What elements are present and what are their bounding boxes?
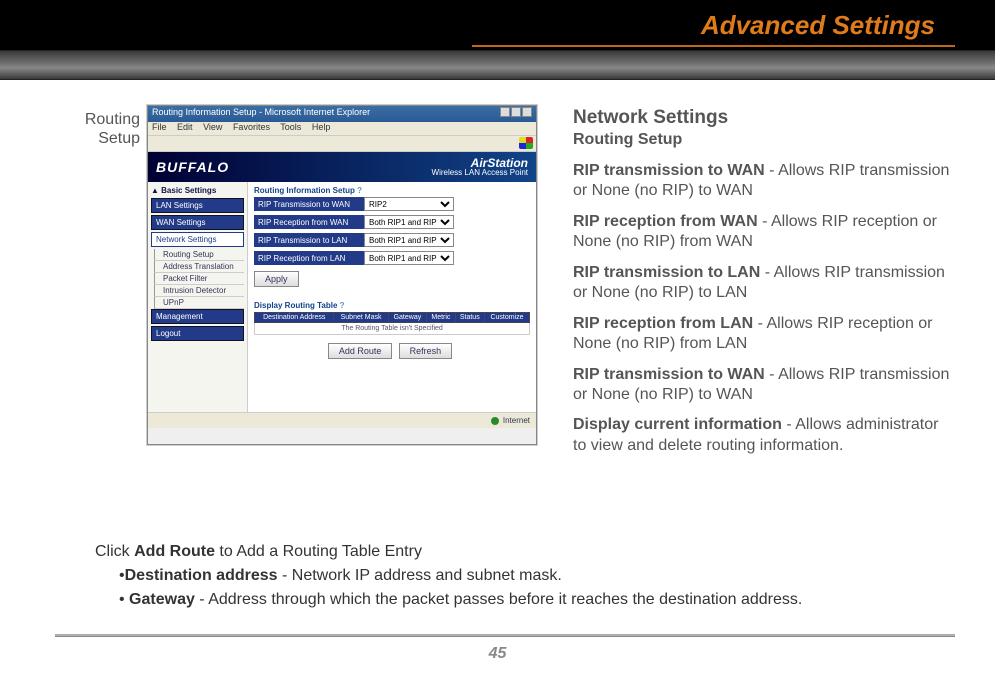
- sidebar-tab-lan[interactable]: LAN Settings: [151, 198, 244, 213]
- lower-line1-post: to Add a Routing Table Entry: [215, 543, 422, 560]
- label-rip-tx-wan: RIP Transmission to WAN: [254, 197, 364, 211]
- lower-text: Click Add Route to Add a Routing Table E…: [95, 540, 935, 612]
- apply-button[interactable]: Apply: [254, 271, 299, 287]
- lower-b2-text: - Address through which the packet passe…: [195, 591, 802, 608]
- desc-item-2-term: RIP reception from WAN: [573, 213, 758, 230]
- select-rip-rx-lan[interactable]: Both RIP1 and RIP2: [364, 251, 454, 265]
- browser-toolbar: [148, 136, 536, 152]
- menu-edit[interactable]: Edit: [177, 122, 193, 132]
- sidebar-sub-intrusion[interactable]: Intrusion Detector: [154, 285, 244, 297]
- select-rip-tx-lan[interactable]: Both RIP1 and RIP2: [364, 233, 454, 247]
- refresh-button[interactable]: Refresh: [399, 343, 453, 359]
- main-panel: Routing Information Setup ? RIP Transmis…: [248, 182, 536, 412]
- desc-item-4: RIP reception from LAN - Allows RIP rece…: [573, 314, 953, 355]
- menu-help[interactable]: Help: [312, 122, 331, 132]
- add-route-button[interactable]: Add Route: [328, 343, 393, 359]
- sidebar-heading[interactable]: ▲ Basic Settings: [151, 186, 244, 195]
- page-number: 45: [0, 645, 995, 663]
- section2-title-text: Display Routing Table: [254, 301, 337, 310]
- app-body: ▲ Basic Settings LAN Settings WAN Settin…: [148, 182, 536, 412]
- sidebar-tab-logout[interactable]: Logout: [151, 326, 244, 341]
- section-title: Routing Information Setup ?: [254, 186, 530, 195]
- help-icon[interactable]: ?: [340, 301, 345, 310]
- lower-line1-bold: Add Route: [134, 543, 215, 560]
- lower-b2-bold: Gateway: [129, 591, 195, 608]
- th-metric: Metric: [427, 313, 455, 323]
- title-underline: [472, 45, 955, 47]
- row-rip-tx-wan: RIP Transmission to WAN RIP2: [254, 197, 530, 211]
- label-rip-rx-wan: RIP Reception from WAN: [254, 215, 364, 229]
- select-rip-tx-wan[interactable]: RIP2: [364, 197, 454, 211]
- sidebar-tab-management[interactable]: Management: [151, 309, 244, 324]
- status-text: Internet: [503, 416, 530, 425]
- desc-item-1-term: RIP transmission to WAN: [573, 162, 765, 179]
- sidebar-sub-address[interactable]: Address Translation: [154, 261, 244, 273]
- menu-favorites[interactable]: Favorites: [233, 122, 270, 132]
- routing-table: Destination Address Subnet Mask Gateway …: [254, 312, 530, 335]
- desc-item-6: Display current information - Allows adm…: [573, 415, 953, 456]
- desc-subheading: Routing Setup: [573, 130, 953, 150]
- menu-tools[interactable]: Tools: [280, 122, 301, 132]
- sidebar-sub-packet[interactable]: Packet Filter: [154, 273, 244, 285]
- product-subtitle: Wireless LAN Access Point: [432, 168, 528, 177]
- lower-b1-text: - Network IP address and subnet mask.: [278, 567, 562, 584]
- lower-line1-pre: Click: [95, 543, 134, 560]
- browser-statusbar: Internet: [148, 412, 536, 428]
- th-dest: Destination Address: [255, 313, 334, 323]
- window-title: Routing Information Setup - Microsoft In…: [152, 107, 370, 121]
- internet-icon: [491, 417, 499, 425]
- header-band: [0, 50, 995, 80]
- page-title: Advanced Settings: [701, 10, 935, 41]
- content-area: Routing Setup Routing Information Setup …: [55, 100, 955, 673]
- sidebar-tab-wan[interactable]: WAN Settings: [151, 215, 244, 230]
- menu-view[interactable]: View: [203, 122, 222, 132]
- lower-line1: Click Add Route to Add a Routing Table E…: [95, 540, 935, 564]
- lower-b1-bold: Destination address: [125, 567, 278, 584]
- brand-logo: BUFFALO: [156, 159, 229, 175]
- section2-title: Display Routing Table ?: [254, 301, 530, 310]
- th-mask: Subnet Mask: [334, 313, 388, 323]
- window-buttons: [499, 107, 532, 121]
- row-rip-rx-lan: RIP Reception from LAN Both RIP1 and RIP…: [254, 251, 530, 265]
- desc-item-6-term: Display current information: [573, 416, 782, 433]
- window-titlebar: Routing Information Setup - Microsoft In…: [148, 106, 536, 122]
- th-status: Status: [455, 313, 484, 323]
- product-name: AirStation Wireless LAN Access Point: [432, 157, 528, 177]
- desc-item-3: RIP transmission to LAN - Allows RIP tra…: [573, 263, 953, 304]
- th-gw: Gateway: [388, 313, 427, 323]
- th-customize: Customize: [484, 313, 529, 323]
- desc-item-3-term: RIP transmission to LAN: [573, 264, 760, 281]
- label-rip-tx-lan: RIP Transmission to LAN: [254, 233, 364, 247]
- app-header: BUFFALO AirStation Wireless LAN Access P…: [148, 152, 536, 182]
- desc-item-1: RIP transmission to WAN - Allows RIP tra…: [573, 161, 953, 202]
- sidebar-sub-routing[interactable]: Routing Setup: [154, 249, 244, 261]
- help-icon[interactable]: ?: [357, 186, 362, 195]
- description-column: Network Settings Routing Setup RIP trans…: [573, 106, 953, 466]
- figure-caption: Routing Setup: [65, 110, 140, 148]
- windows-logo-icon: [519, 137, 533, 149]
- table-empty-msg: The Routing Table isn't Specified: [255, 323, 530, 335]
- row-rip-tx-lan: RIP Transmission to LAN Both RIP1 and RI…: [254, 233, 530, 247]
- sidebar-sub-upnp[interactable]: UPnP: [154, 297, 244, 309]
- sidebar: ▲ Basic Settings LAN Settings WAN Settin…: [148, 182, 248, 412]
- screenshot: Routing Information Setup - Microsoft In…: [147, 105, 537, 445]
- desc-item-2: RIP reception from WAN - Allows RIP rece…: [573, 212, 953, 253]
- page-header: Advanced Settings: [0, 0, 995, 50]
- browser-menubar: File Edit View Favorites Tools Help: [148, 122, 536, 136]
- sidebar-tab-network[interactable]: Network Settings: [151, 232, 244, 247]
- desc-item-5: RIP transmission to WAN - Allows RIP tra…: [573, 365, 953, 406]
- select-rip-rx-wan[interactable]: Both RIP1 and RIP2: [364, 215, 454, 229]
- row-rip-rx-wan: RIP Reception from WAN Both RIP1 and RIP…: [254, 215, 530, 229]
- desc-heading: Network Settings: [573, 106, 953, 130]
- section-title-text: Routing Information Setup: [254, 186, 355, 195]
- lower-bullet-1: •Destination address - Network IP addres…: [95, 564, 935, 588]
- footer-rule: [55, 634, 955, 637]
- lower-bullet-2: • Gateway - Address through which the pa…: [95, 588, 935, 612]
- menu-file[interactable]: File: [152, 122, 167, 132]
- label-rip-rx-lan: RIP Reception from LAN: [254, 251, 364, 265]
- desc-item-4-term: RIP reception from LAN: [573, 315, 753, 332]
- desc-item-5-term: RIP transmission to WAN: [573, 366, 765, 383]
